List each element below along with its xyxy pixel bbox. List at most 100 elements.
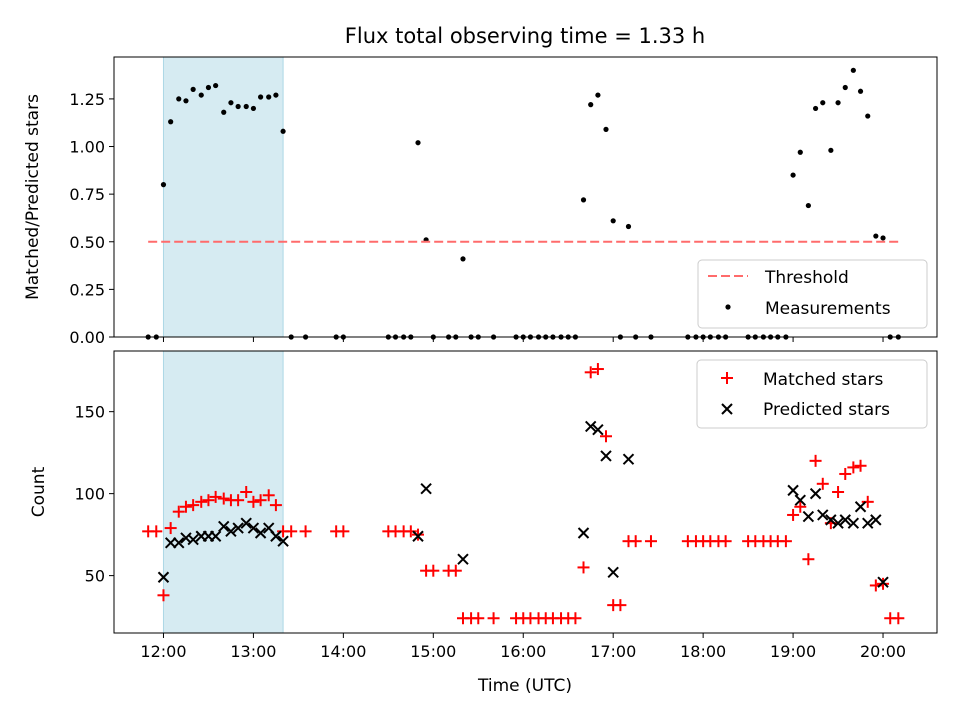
top-y-axis-label: Matched/Predicted stars [23,94,43,300]
bottom-x-axis-ticks: 12:00 13:00 14:00 15:00 16:00 17:00 18:00 19:00… [140,633,906,661]
measurement-point [258,94,264,100]
measurement-point [873,233,879,239]
measurement-point [228,100,234,106]
x-tick-label: 18:00 [680,642,726,661]
top-observing-window-shade [162,56,284,338]
legend-predicted-swatch [721,403,733,415]
matched-star-point [195,495,208,508]
matched-star-point [262,489,275,502]
x-tick-label: 13:00 [230,642,276,661]
matched-star-point [404,525,417,538]
measurement-point [805,202,811,209]
matched-star-point [794,500,807,513]
measurement-point [415,140,421,146]
measurement-point [842,84,848,91]
bottom-y-axis-ticks: 50 100 150 [74,403,114,586]
legend-measurements-label: Measurements [765,299,891,319]
matched-star-point [240,486,253,498]
matched-star-point [802,553,815,566]
top-panel: 0.00 0.25 0.50 0.75 1.00 1.25 Matched/Predict… [23,56,938,347]
predicted-star-point [270,530,282,542]
bottom-y-tick-label: 50 [85,567,105,586]
predicted-star-point [187,533,199,546]
measurement-point [243,103,249,110]
predicted-star-point [585,420,597,433]
bottom-plot-frame [113,350,938,634]
legend-measurement-swatch [725,304,731,310]
matched-star-point [779,535,792,548]
predicted-star-point [457,553,469,565]
bottom-count-points [142,363,905,625]
predicted-star-point [240,517,252,529]
predicted-star-point [825,514,837,526]
measurement-point [790,172,796,178]
matched-star-point [584,366,597,379]
matched-star-point [150,525,163,538]
matched-star-point [832,486,845,498]
top-y-tick-label: 1.25 [69,90,105,109]
matched-star-point [187,499,200,512]
bottom-y-axis-label: Count [29,466,49,517]
measurement-point [610,218,616,224]
top-plot-frame [113,56,938,338]
matched-star-point [472,612,485,625]
matched-star-point [337,525,350,538]
x-axis-label: Time (UTC) [477,676,572,696]
predicted-star-point [277,535,289,547]
top-y-tick-label: 0.25 [69,280,105,299]
matched-star-point [877,577,890,590]
predicted-star-point [607,566,619,579]
predicted-star-point [254,527,267,539]
bottom-y-tick-label: 150 [74,403,105,422]
measurement-point [460,256,466,262]
predicted-star-point [600,450,612,462]
measurement-point [250,105,257,112]
matched-star-point [861,495,874,508]
matched-star-point [179,500,192,513]
measurement-point [266,94,272,100]
measurement-point [190,86,196,92]
top-y-axis-ticks: 0.00 0.25 0.50 0.75 1.00 1.25 [69,90,114,347]
predicted-star-point [802,510,815,523]
measurement-point [797,149,803,155]
predicted-star-point [839,514,851,526]
matched-star-point [614,599,627,612]
predicted-star-point [794,494,806,506]
measurement-point [625,223,632,230]
predicted-star-point [164,537,177,549]
x-tick-label: 15:00 [410,642,456,661]
measurement-point [160,182,167,188]
predicted-star-point [817,509,829,521]
measurement-point [205,84,212,91]
bottom-y-tick-label: 100 [74,485,105,504]
matched-star-point [854,459,867,472]
matched-star-point [164,522,177,535]
measurement-point [183,98,189,104]
matched-star-point [629,535,642,548]
measurement-point [835,100,841,106]
measurement-point [857,88,864,94]
chart-title: Flux total observing time = 1.33 h [345,24,705,48]
predicted-star-point [787,484,799,497]
measurement-point [865,113,871,119]
measurement-point [235,103,241,110]
matched-star-point [644,535,657,548]
legend-threshold-label: Threshold [764,268,849,288]
bottom-observing-window-shade [162,350,284,634]
measurement-point [812,105,819,112]
legend-predicted-label: Predicted stars [763,400,890,420]
predicted-star-point [225,525,237,538]
bottom-legend: Matched stars Predicted stars [696,359,928,429]
x-tick-label: 14:00 [320,642,366,661]
matched-star-point [600,430,613,443]
measurement-point [213,82,219,89]
matched-star-point [217,492,230,505]
predicted-star-point [847,517,860,529]
predicted-star-point [877,576,889,588]
predicted-star-point [862,517,874,529]
matched-star-point [254,494,267,507]
top-y-tick-label: 0.50 [69,233,105,252]
measurement-point [273,92,279,98]
matched-star-point [285,525,298,538]
